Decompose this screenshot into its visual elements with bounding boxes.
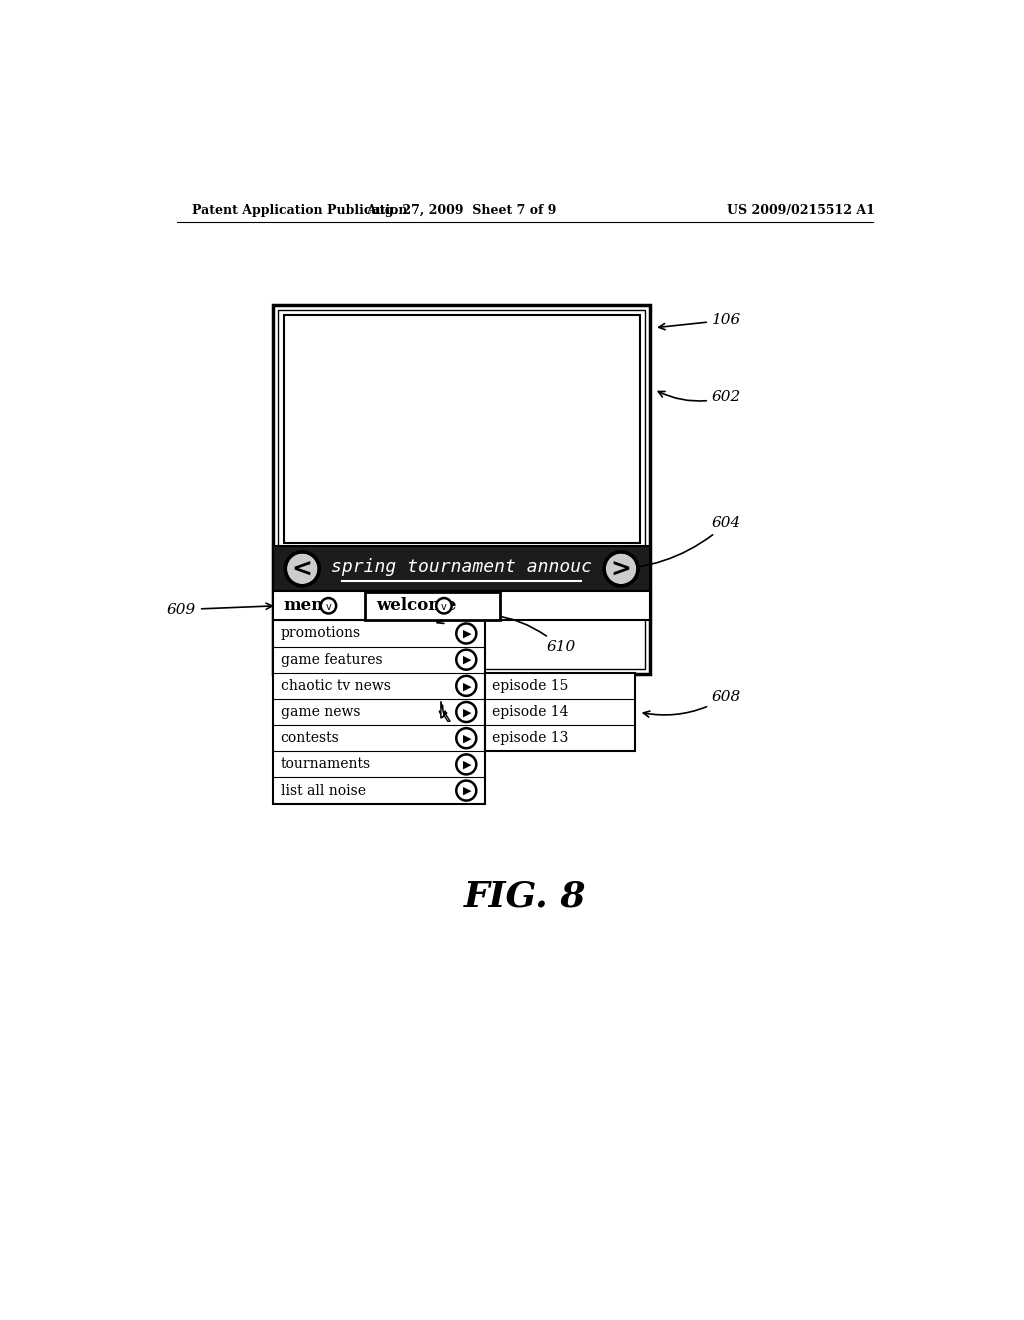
- Text: ▶: ▶: [463, 785, 471, 796]
- Circle shape: [321, 598, 336, 614]
- Bar: [273, 546, 650, 591]
- Text: US 2009/0215512 A1: US 2009/0215512 A1: [726, 205, 874, 218]
- Text: 610: 610: [437, 615, 575, 655]
- Circle shape: [457, 780, 476, 800]
- Text: ▶: ▶: [463, 655, 471, 665]
- Circle shape: [457, 676, 476, 696]
- Text: v: v: [441, 602, 446, 611]
- Text: 609: 609: [167, 603, 272, 616]
- Text: ▶: ▶: [463, 681, 471, 692]
- Circle shape: [457, 649, 476, 669]
- Bar: [279, 310, 645, 669]
- Text: game news: game news: [281, 705, 360, 719]
- Text: ▶: ▶: [463, 628, 471, 639]
- Text: welcome: welcome: [376, 597, 457, 614]
- Text: episode 15: episode 15: [493, 678, 569, 693]
- Bar: [273, 591, 650, 620]
- Text: FIG. 8: FIG. 8: [464, 879, 586, 913]
- Bar: [284, 315, 640, 543]
- Text: ▶: ▶: [463, 734, 471, 743]
- Circle shape: [457, 702, 476, 722]
- Text: 604: 604: [608, 516, 741, 572]
- Circle shape: [457, 729, 476, 748]
- Text: Patent Application Publication: Patent Application Publication: [193, 205, 408, 218]
- Polygon shape: [441, 701, 451, 721]
- Text: <: <: [292, 557, 312, 582]
- Text: 106: 106: [658, 313, 741, 330]
- Circle shape: [604, 552, 638, 586]
- Text: list all noise: list all noise: [281, 784, 366, 797]
- Text: Aug. 27, 2009  Sheet 7 of 9: Aug. 27, 2009 Sheet 7 of 9: [367, 205, 557, 218]
- Text: 608: 608: [643, 689, 741, 717]
- Circle shape: [436, 598, 452, 614]
- Text: chaotic tv news: chaotic tv news: [281, 678, 390, 693]
- Text: promotions: promotions: [281, 627, 360, 640]
- Text: 602: 602: [658, 391, 741, 404]
- Text: game features: game features: [281, 652, 382, 667]
- Bar: [366, 591, 500, 619]
- Text: episode 13: episode 13: [493, 731, 569, 746]
- Text: menu: menu: [284, 597, 336, 614]
- Text: episode 14: episode 14: [493, 705, 569, 719]
- Text: tournaments: tournaments: [281, 758, 371, 771]
- Text: ▶: ▶: [463, 708, 471, 717]
- Bar: [273, 305, 650, 675]
- Text: contests: contests: [281, 731, 340, 746]
- Text: >: >: [610, 557, 632, 582]
- Circle shape: [457, 623, 476, 644]
- Circle shape: [286, 552, 319, 586]
- Circle shape: [457, 755, 476, 775]
- Text: ▶: ▶: [463, 760, 471, 770]
- Bar: [484, 673, 635, 751]
- Text: spring tournament annouc: spring tournament annouc: [331, 557, 592, 576]
- Text: v: v: [326, 602, 332, 611]
- Bar: [273, 620, 484, 804]
